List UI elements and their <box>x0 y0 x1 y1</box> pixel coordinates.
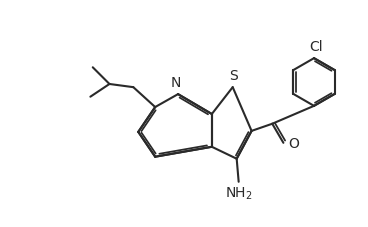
Text: Cl: Cl <box>309 40 323 54</box>
Text: N: N <box>171 76 181 90</box>
Text: O: O <box>289 136 300 150</box>
Text: S: S <box>229 69 238 83</box>
Text: NH$_2$: NH$_2$ <box>225 185 252 202</box>
